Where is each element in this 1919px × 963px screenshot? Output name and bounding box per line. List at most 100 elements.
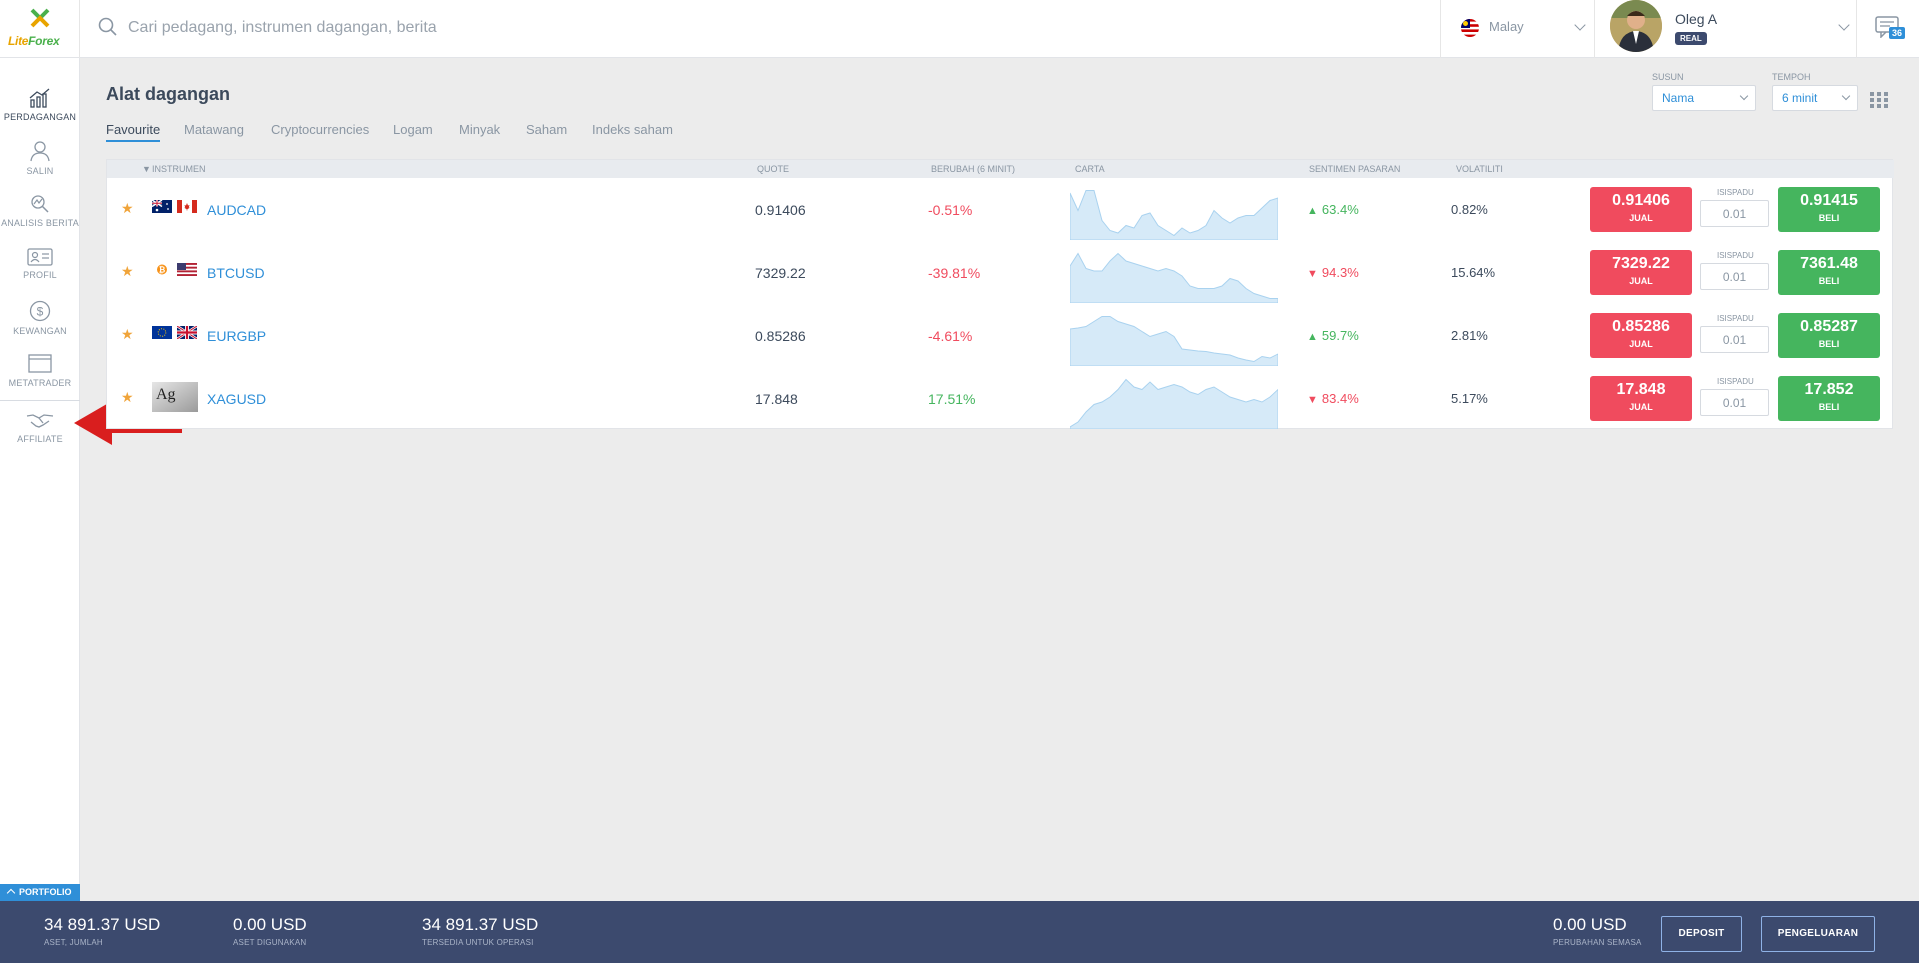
column-header-sentiment[interactable]: SENTIMEN PASARAN	[1309, 164, 1401, 174]
lot-input[interactable]: 0.01	[1700, 326, 1769, 353]
quote-value: 7329.22	[755, 265, 806, 281]
chevron-up-icon	[6, 888, 16, 898]
withdraw-button[interactable]: PENGELUARAN	[1761, 916, 1875, 952]
used-assets: 0.00 USD ASET DIGUNAKAN	[233, 915, 307, 947]
chevron-down-icon	[1739, 91, 1749, 101]
chat-button[interactable]: 36	[1857, 0, 1919, 58]
svg-text:$: $	[37, 305, 44, 319]
language-selector[interactable]: Malay	[1440, 0, 1595, 58]
sell-label: JUAL	[1629, 276, 1653, 286]
sell-button[interactable]: 17.848 JUAL	[1590, 376, 1692, 421]
period-label: TEMPOH	[1772, 72, 1811, 82]
buy-price: 17.852	[1804, 381, 1854, 398]
favourite-star-icon[interactable]: ★	[121, 263, 134, 279]
column-header-instrument[interactable]: INSTRUMEN	[152, 164, 206, 174]
sort-label: SUSUN	[1652, 72, 1684, 82]
lot-input[interactable]: 0.01	[1700, 389, 1769, 416]
sidebar-item-label: METATRADER	[8, 378, 72, 388]
column-header-volatility[interactable]: VOLATILITI	[1456, 164, 1503, 174]
sidebar-item-metatrader[interactable]: METATRADER	[0, 354, 80, 406]
tab-cryptocurrencies[interactable]: Cryptocurrencies	[271, 122, 370, 137]
tab-saham[interactable]: Saham	[526, 122, 568, 137]
column-header-change[interactable]: BERUBAH (6 MINIT)	[931, 164, 1016, 174]
volatility-value: 5.17%	[1451, 391, 1488, 406]
usa-flag-icon	[177, 263, 197, 276]
buy-button[interactable]: 0.85287 BELI	[1778, 313, 1880, 358]
favourite-star-icon[interactable]: ★	[121, 389, 134, 405]
portfolio-tab[interactable]: PORTFOLIO	[0, 884, 80, 901]
lot-input[interactable]: 0.01	[1700, 200, 1769, 227]
sidebar-item-kewangan[interactable]: $ KEWANGAN	[0, 300, 80, 352]
sparkline-area	[1070, 378, 1278, 429]
eu-flag-icon	[152, 326, 172, 339]
sort-select[interactable]: Nama	[1652, 85, 1756, 111]
stat-label: PERUBAHAN SEMASA	[1553, 938, 1642, 947]
triangle-down-icon: ▼	[1307, 268, 1318, 280]
stat-label: ASET, JUMLAH	[44, 938, 103, 947]
buy-label: BELI	[1818, 339, 1840, 349]
chat-icon	[1875, 16, 1899, 38]
buy-price: 0.85287	[1800, 318, 1858, 335]
buy-label: BELI	[1818, 402, 1840, 412]
sidebar-item-affiliate[interactable]: AFFILIATE	[0, 412, 80, 464]
table-row[interactable]: ★ AUDCAD 0.91406 -0.51% ▲ 63.4% 0.82% 0.9…	[107, 178, 1894, 241]
stat-label: ASET DIGUNAKAN	[233, 938, 307, 947]
sort-desc-icon: ▼	[142, 164, 151, 174]
instrument-symbol[interactable]: XAGUSD	[207, 391, 267, 407]
buy-button[interactable]: 17.852 BELI	[1778, 376, 1880, 421]
sell-button[interactable]: 7329.22 JUAL	[1590, 250, 1692, 295]
instrument-symbol[interactable]: AUDCAD	[207, 202, 267, 218]
volatility-value: 15.64%	[1451, 265, 1496, 280]
deposit-button[interactable]: DEPOSIT	[1661, 916, 1742, 952]
user-name: Oleg A	[1675, 11, 1718, 27]
sidebar-item-profil[interactable]: PROFIL	[0, 248, 80, 300]
chevron-down-icon	[1841, 91, 1851, 101]
sell-label: JUAL	[1629, 213, 1653, 223]
tab-matawang[interactable]: Matawang	[184, 122, 244, 137]
search-icon	[98, 17, 117, 36]
australia-flag-icon	[152, 200, 172, 213]
tab-favourite[interactable]: Favourite	[106, 122, 161, 142]
buy-label: BELI	[1818, 213, 1840, 223]
table-row[interactable]: ★ EURGBP 0.85286 -4.61% ▲ 59.7% 2.81% 0.8…	[107, 304, 1894, 367]
volatility-value: 0.82%	[1451, 202, 1488, 217]
buy-button[interactable]: 7361.48 BELI	[1778, 250, 1880, 295]
period-select[interactable]: 6 minit	[1772, 85, 1858, 111]
favourite-star-icon[interactable]: ★	[121, 200, 134, 216]
sell-price: 0.85286	[1612, 318, 1670, 335]
instrument-symbol[interactable]: BTCUSD	[207, 265, 265, 281]
triangle-up-icon: ▲	[1307, 331, 1318, 343]
column-header-chart: CARTA	[1075, 164, 1105, 174]
sell-label: JUAL	[1629, 402, 1653, 412]
lot-input[interactable]: 0.01	[1700, 263, 1769, 290]
buy-price: 7361.48	[1800, 255, 1858, 272]
logo-text: LiteForex	[8, 34, 60, 48]
tab-minyak[interactable]: Minyak	[459, 122, 501, 137]
tab-indeks-saham[interactable]: Indeks saham	[592, 122, 673, 137]
sell-label: JUAL	[1629, 339, 1653, 349]
favourite-star-icon[interactable]: ★	[121, 326, 134, 342]
table-row[interactable]: ★ ₿ BTCUSD 7329.22 -39.81% ▼ 94.3% 15.64%…	[107, 241, 1894, 304]
sell-price: 0.91406	[1612, 192, 1670, 209]
sidebar-item-perdagangan[interactable]: PERDAGANGAN	[0, 88, 80, 140]
sidebar-item-analisis-berita[interactable]: ANALISIS BERITA	[0, 194, 80, 246]
silver-element-icon: Ag	[152, 382, 198, 412]
user-menu[interactable]: Oleg A REAL	[1595, 0, 1857, 58]
avatar	[1610, 0, 1662, 52]
sidebar-item-label: ANALISIS BERITA	[1, 218, 79, 228]
instrument-symbol[interactable]: EURGBP	[207, 328, 267, 344]
grid-view-icon[interactable]	[1870, 92, 1888, 108]
quote-value: 0.85286	[755, 328, 806, 344]
triangle-up-icon: ▲	[1307, 205, 1318, 217]
sidebar-item-salin[interactable]: SALIN	[0, 140, 80, 192]
sell-button[interactable]: 0.91406 JUAL	[1590, 187, 1692, 232]
svg-text:₿: ₿	[159, 266, 166, 275]
sell-button[interactable]: 0.85286 JUAL	[1590, 313, 1692, 358]
buy-button[interactable]: 0.91415 BELI	[1778, 187, 1880, 232]
search-input[interactable]	[128, 14, 1028, 42]
tab-logam[interactable]: Logam	[393, 122, 433, 137]
column-header-quote[interactable]: QUOTE	[757, 164, 790, 174]
sell-price: 17.848	[1616, 381, 1666, 398]
logo[interactable]: LiteForex	[0, 0, 80, 58]
table-row[interactable]: ★ Ag XAGUSD 17.848 17.51% ▼ 83.4% 5.17% 1…	[107, 367, 1894, 430]
